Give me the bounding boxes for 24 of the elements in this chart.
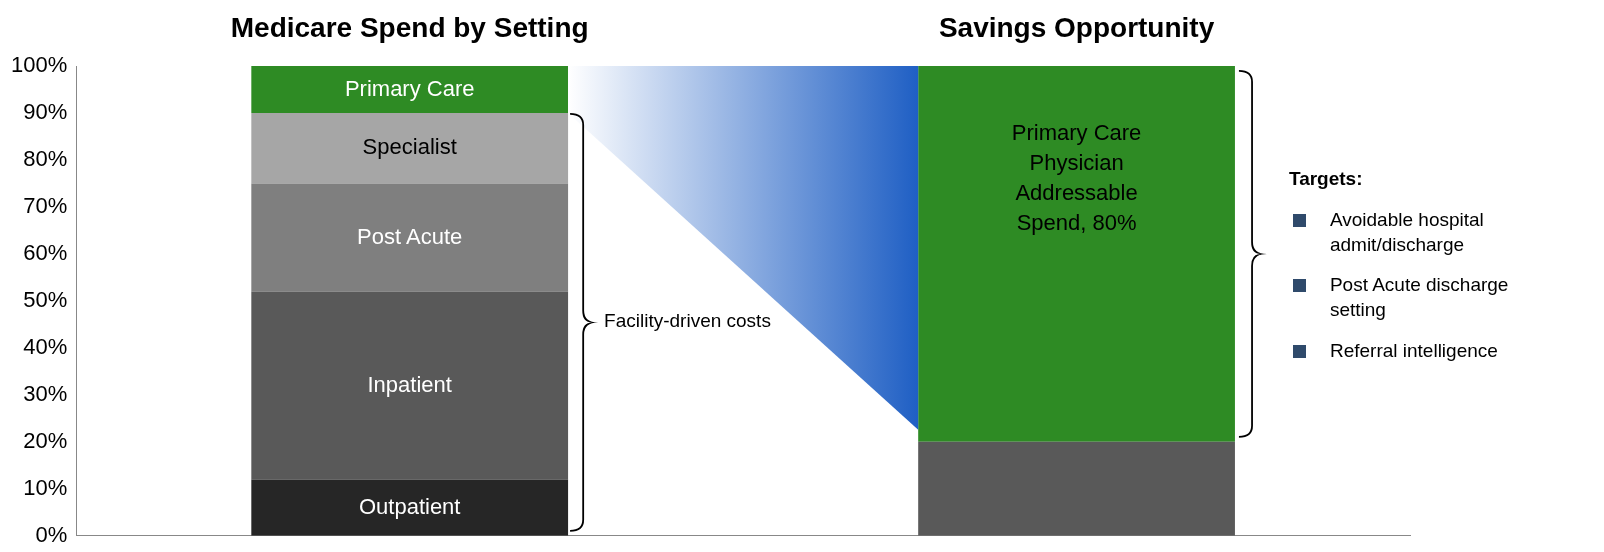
- y-tick-label: 100%: [10, 52, 68, 78]
- annotation: Referral intelligence: [1329, 338, 1498, 363]
- series-label: Post Acute: [357, 223, 463, 249]
- annotation: Facility-driven costs: [604, 310, 771, 333]
- y-tick-label: 10%: [23, 474, 68, 500]
- data-label: Primary Care Physician Addressable Spend, 80%: [1011, 119, 1142, 235]
- y-tick-label: 0%: [35, 521, 68, 547]
- y-tick-label: 70%: [23, 193, 68, 218]
- series-label: Primary Care: [344, 75, 475, 101]
- annotation: Targets:: [1288, 168, 1364, 190]
- annotation: Post Acute discharge setting: [1329, 273, 1510, 323]
- y-tick-label: 90%: [23, 99, 68, 125]
- series-label: Outpatient: [358, 493, 461, 519]
- y-tick-label: 60%: [23, 239, 68, 265]
- annotation: Avoidable hospital admit/discharge: [1329, 208, 1485, 257]
- y-tick-label: 20%: [23, 427, 68, 453]
- y-tick-label: 80%: [23, 146, 68, 172]
- y-tick-label: 40%: [23, 333, 68, 359]
- text: Savings Opportunity: [938, 12, 1215, 44]
- y-tick-label: 30%: [23, 380, 68, 406]
- chart-title: Medicare Spend by Setting: [230, 12, 589, 44]
- series-label: Specialist: [362, 134, 457, 160]
- series-label: Inpatient: [367, 371, 452, 397]
- y-tick-label: 50%: [23, 286, 68, 312]
